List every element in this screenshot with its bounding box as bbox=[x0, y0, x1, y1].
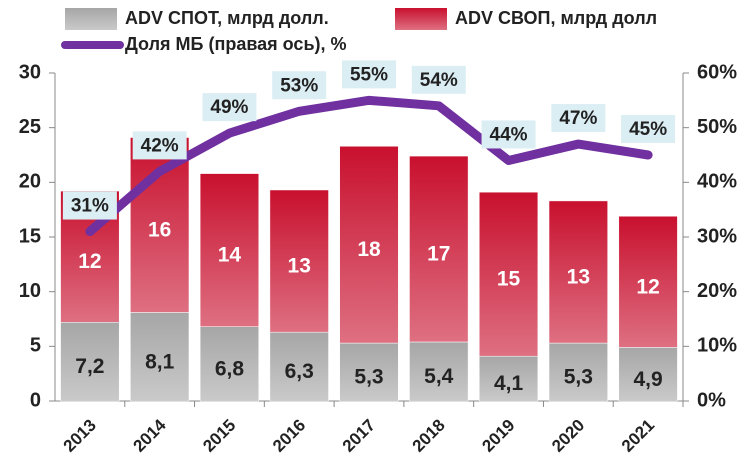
data-label: 7,2 bbox=[75, 355, 104, 378]
bar bbox=[478, 191, 539, 357]
label-box bbox=[621, 115, 676, 143]
bar bbox=[339, 146, 399, 344]
data-label: 5,3 bbox=[354, 366, 383, 389]
data-label: 5,3 bbox=[564, 366, 593, 389]
label-box bbox=[481, 120, 536, 149]
label-box bbox=[62, 191, 117, 220]
legend-swatch bbox=[395, 8, 447, 30]
bar bbox=[548, 200, 608, 344]
x-tick-label: 2019 bbox=[478, 416, 518, 456]
x-tick-label: 2014 bbox=[129, 415, 170, 456]
y2-tick-label: 60% bbox=[697, 61, 737, 83]
legend-label: ADV СВОП, млрд долл bbox=[455, 8, 657, 28]
x-tick-label: 2020 bbox=[548, 416, 588, 456]
bar bbox=[199, 173, 260, 327]
bar bbox=[269, 331, 329, 402]
y2-tick-label: 40% bbox=[697, 171, 737, 193]
label-box bbox=[272, 71, 327, 100]
data-label: 15 bbox=[497, 268, 521, 291]
label-box bbox=[551, 104, 606, 133]
data-label: 5,4 bbox=[424, 365, 454, 388]
data-label: 53% bbox=[280, 75, 318, 96]
data-label: 55% bbox=[350, 64, 388, 85]
data-label: 6,3 bbox=[285, 360, 314, 383]
data-label: 14 bbox=[218, 244, 242, 267]
y2-tick-label: 10% bbox=[697, 335, 737, 357]
data-label: 47% bbox=[559, 108, 597, 129]
data-label: 12 bbox=[78, 250, 101, 273]
data-label: 16 bbox=[148, 219, 171, 242]
y-tick-label: 5 bbox=[30, 335, 41, 357]
y-tick-label: 10 bbox=[19, 280, 41, 302]
x-tick-label: 2016 bbox=[269, 416, 309, 456]
data-label: 49% bbox=[210, 97, 248, 118]
data-label: 45% bbox=[629, 119, 667, 140]
y-tick-label: 25 bbox=[19, 116, 41, 138]
x-tick-label: 2015 bbox=[199, 416, 239, 456]
data-label: 6,8 bbox=[215, 357, 245, 380]
label-box bbox=[132, 131, 187, 160]
legend-swatch bbox=[65, 8, 117, 30]
data-label: 31% bbox=[71, 196, 109, 217]
bar bbox=[478, 355, 539, 402]
y2-tick-label: 30% bbox=[697, 225, 737, 247]
bar bbox=[199, 326, 260, 402]
bar bbox=[618, 215, 678, 348]
data-label: 17 bbox=[427, 243, 450, 266]
y2-tick-label: 20% bbox=[697, 280, 737, 302]
label-box bbox=[411, 65, 466, 94]
data-label: 4,9 bbox=[634, 368, 663, 391]
bar bbox=[548, 342, 608, 402]
data-label: 18 bbox=[357, 238, 381, 261]
x-tick-label: 2018 bbox=[409, 416, 449, 456]
y-tick-label: 0 bbox=[30, 389, 41, 411]
data-label: 8,1 bbox=[145, 350, 175, 373]
y-tick-label: 15 bbox=[19, 225, 41, 247]
x-tick-label: 2013 bbox=[60, 416, 100, 456]
bar bbox=[339, 342, 399, 402]
y2-tick-label: 50% bbox=[697, 116, 737, 138]
data-label: 42% bbox=[141, 135, 179, 156]
data-label: 4,1 bbox=[494, 372, 524, 395]
data-label: 13 bbox=[288, 255, 311, 278]
bar bbox=[130, 312, 190, 402]
data-label: 54% bbox=[420, 70, 458, 91]
y2-tick-label: 0% bbox=[697, 389, 726, 411]
bar bbox=[618, 347, 678, 402]
data-label: 12 bbox=[636, 275, 659, 298]
x-tick-label: 2017 bbox=[339, 416, 379, 456]
bar bbox=[409, 155, 469, 343]
label-box bbox=[202, 93, 257, 122]
bar bbox=[269, 189, 329, 333]
legend-label: ADV СПОТ, млрд долл. bbox=[125, 8, 329, 28]
legend-label: Доля МБ (правая ось), % bbox=[125, 34, 347, 54]
y-tick-label: 30 bbox=[19, 61, 41, 83]
y-tick-label: 20 bbox=[19, 171, 41, 193]
x-tick-label: 2021 bbox=[618, 416, 658, 456]
data-label: 13 bbox=[567, 266, 590, 289]
label-box bbox=[342, 60, 396, 89]
data-label: 44% bbox=[490, 124, 528, 145]
